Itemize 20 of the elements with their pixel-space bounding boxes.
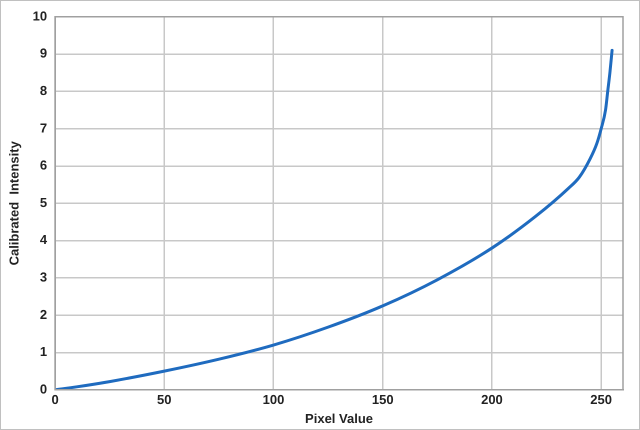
y-tick-label: 9 [40, 46, 48, 61]
y-tick-label: 8 [40, 82, 48, 98]
y-tick-label: 3 [40, 269, 48, 284]
y-tick-label: 10 [32, 8, 48, 24]
y-tick-label: 0 [40, 381, 48, 396]
y-tick-label: 6 [40, 158, 48, 173]
y-tick-label: 4 [40, 232, 48, 248]
line-series [55, 48, 614, 390]
y-tick-label: 1 [40, 344, 48, 360]
y-tick-label: 5 [40, 194, 48, 210]
x-tick-label: 100 [262, 392, 284, 408]
x-tick-label: 0 [51, 392, 59, 408]
y-axis-title: Calibrated Intensity [6, 140, 22, 266]
y-tick-label: 2 [40, 306, 48, 322]
x-tick-label: 150 [372, 392, 394, 408]
x-tick-label: 200 [481, 392, 503, 408]
x-axis-title: Pixel Value [305, 410, 373, 426]
x-tick-label: 250 [590, 392, 612, 408]
y-tick-label: 7 [40, 120, 48, 136]
x-tick-label: 50 [157, 392, 172, 408]
